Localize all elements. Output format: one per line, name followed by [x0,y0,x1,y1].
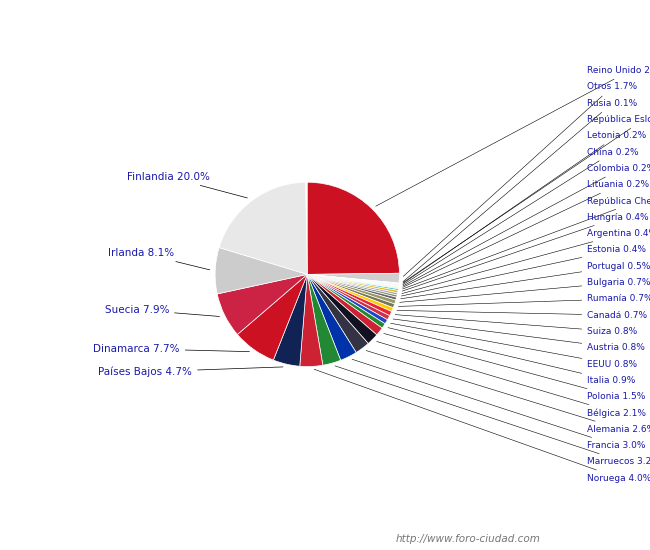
Text: República Eslovaca 0.1%: República Eslovaca 0.1% [403,115,650,283]
Wedge shape [307,274,399,284]
Text: Noruega 4.0%: Noruega 4.0% [314,369,650,483]
Wedge shape [300,274,323,366]
Wedge shape [307,274,385,328]
Wedge shape [307,274,398,293]
Wedge shape [307,274,387,324]
Wedge shape [215,248,307,294]
Wedge shape [307,274,391,316]
Text: Alemania 2.6%: Alemania 2.6% [366,350,650,434]
Wedge shape [307,274,341,365]
Text: Países Bajos 4.7%: Países Bajos 4.7% [98,367,283,377]
Text: Bélgica 2.1%: Bélgica 2.1% [376,342,646,418]
Text: Marruecos 3.2%: Marruecos 3.2% [335,366,650,466]
Wedge shape [307,274,396,300]
Text: Reino Unido 24.8%: Reino Unido 24.8% [376,66,650,206]
Wedge shape [307,273,400,283]
Text: Francia 3.0%: Francia 3.0% [352,359,646,450]
Text: Polonia 1.5%: Polonia 1.5% [384,333,645,401]
Text: Bulgaria 0.7%: Bulgaria 0.7% [400,278,650,303]
Wedge shape [307,182,400,274]
Wedge shape [307,274,368,353]
Wedge shape [307,274,397,298]
Wedge shape [217,274,307,334]
Wedge shape [307,274,377,344]
Text: Fuengirola - Turistas extranjeros según país - Abril de 2024: Fuengirola - Turistas extranjeros según … [79,14,571,31]
Text: Colombia 0.2%: Colombia 0.2% [403,164,650,286]
Wedge shape [307,274,398,295]
Text: Italia 0.9%: Italia 0.9% [388,328,636,385]
Wedge shape [307,274,398,288]
Text: EEUU 0.8%: EEUU 0.8% [391,323,638,368]
Wedge shape [274,274,307,366]
Wedge shape [307,274,395,308]
Wedge shape [219,182,307,274]
Wedge shape [307,274,396,304]
Wedge shape [307,274,399,284]
Text: Finlandia 20.0%: Finlandia 20.0% [127,172,248,198]
Text: Letonia 0.2%: Letonia 0.2% [403,131,647,283]
Wedge shape [307,274,398,289]
Wedge shape [307,274,356,360]
Wedge shape [307,274,382,335]
Text: Rumanía 0.7%: Rumanía 0.7% [398,294,650,306]
Text: Lituania 0.2%: Lituania 0.2% [403,180,649,287]
Wedge shape [237,274,307,360]
Text: Otros 1.7%: Otros 1.7% [403,82,638,276]
Text: Estonia 0.4%: Estonia 0.4% [401,245,646,296]
Wedge shape [307,274,399,285]
Text: Suiza 0.8%: Suiza 0.8% [395,315,638,336]
Text: Rusia 0.1%: Rusia 0.1% [403,98,638,282]
Text: Irlanda 8.1%: Irlanda 8.1% [109,248,210,270]
Text: Austria 0.8%: Austria 0.8% [393,319,645,352]
Text: Portugal 0.5%: Portugal 0.5% [400,262,650,299]
Text: Canadá 0.7%: Canadá 0.7% [397,310,647,320]
Text: http://www.foro-ciudad.com: http://www.foro-ciudad.com [396,535,540,544]
Text: Dinamarca 7.7%: Dinamarca 7.7% [93,344,250,354]
Text: República Checa 0.3%: República Checa 0.3% [402,196,650,289]
Wedge shape [307,274,398,290]
Wedge shape [307,274,393,311]
Wedge shape [307,274,399,287]
Text: China 0.2%: China 0.2% [403,147,639,285]
Text: Argentina 0.4%: Argentina 0.4% [402,229,650,294]
Text: Hungría 0.4%: Hungría 0.4% [402,213,649,291]
Wedge shape [307,274,389,320]
Text: Suecia 7.9%: Suecia 7.9% [105,305,220,316]
